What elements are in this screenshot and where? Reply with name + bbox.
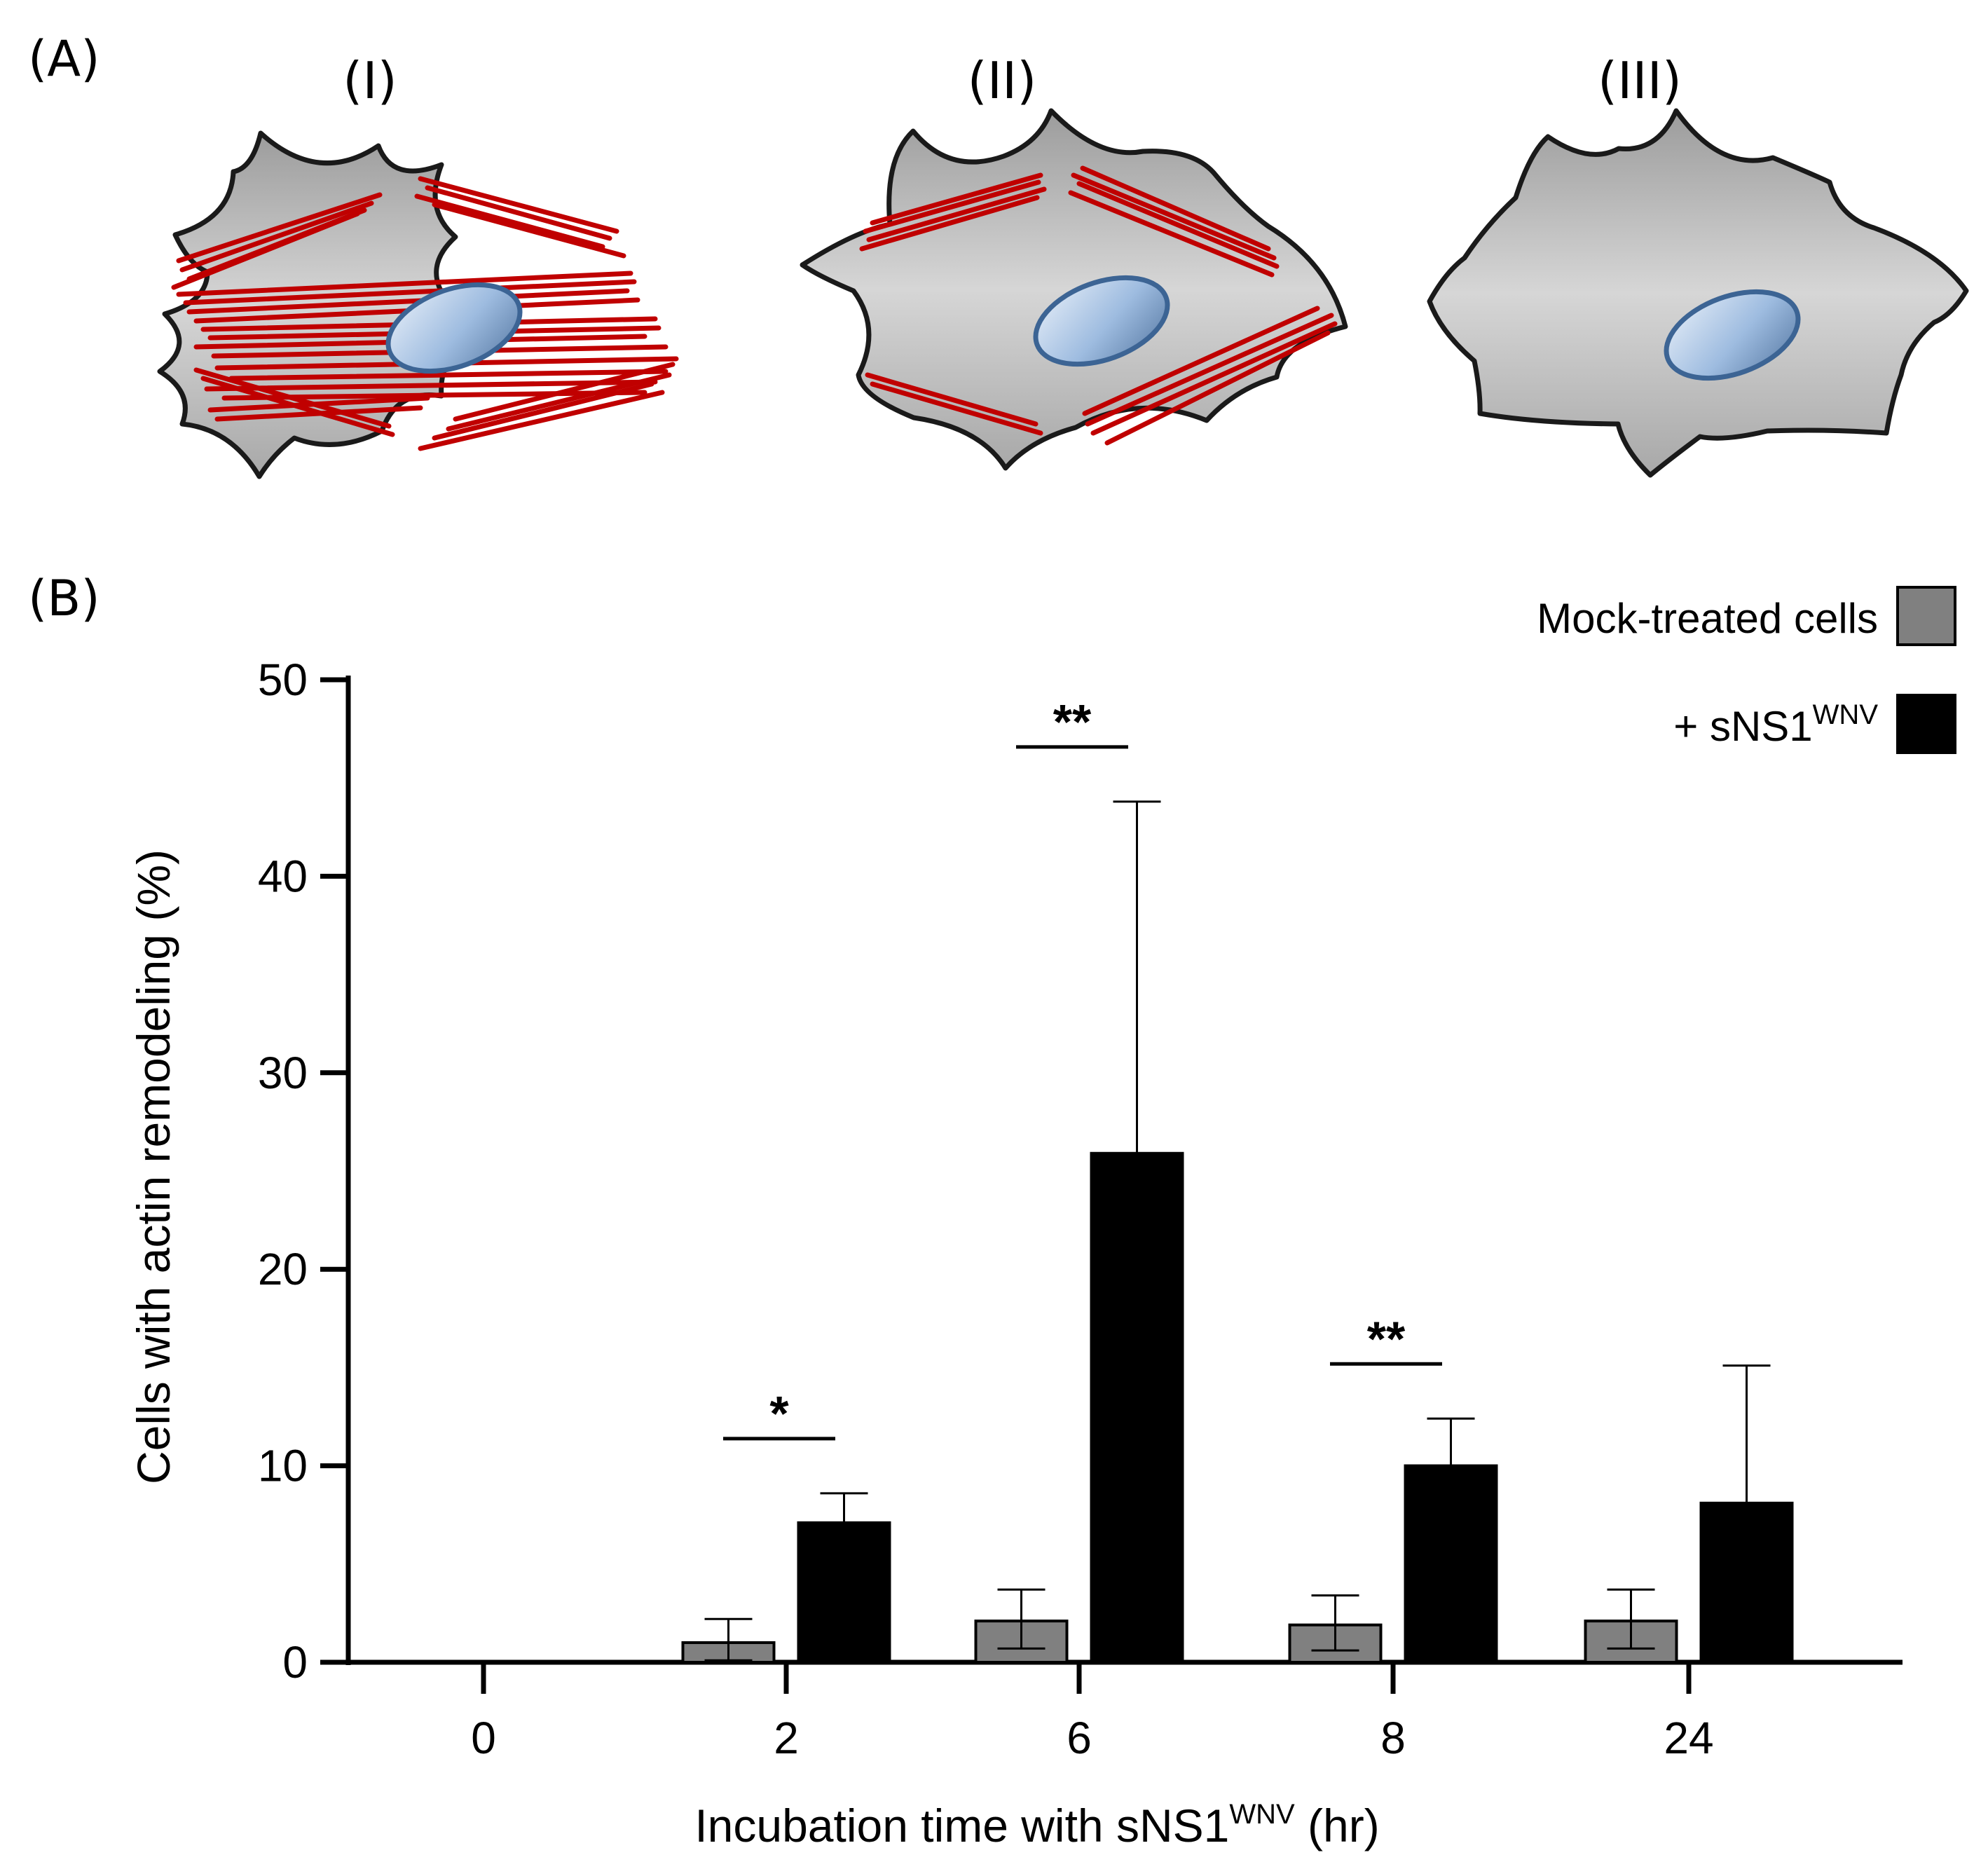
actin-fiber <box>870 172 1043 226</box>
x-axis-title-sup: WNV <box>1229 1799 1295 1830</box>
y-tick-label: 10 <box>258 1441 308 1491</box>
actin-fiber <box>425 185 612 241</box>
actin-fiber <box>859 195 1040 252</box>
y-tick-label: 30 <box>258 1048 308 1098</box>
actin-fiber <box>1080 165 1271 252</box>
actin-fiber <box>446 372 672 432</box>
significance-label: ** <box>1053 694 1092 749</box>
actin-fiber <box>863 179 1041 234</box>
actin-fiber <box>193 367 392 429</box>
panel-a-label: (A) <box>28 30 100 88</box>
actin-fiber <box>1071 172 1277 261</box>
nucleus <box>385 282 523 374</box>
x-axis-title: Incubation time with sNS1WNV (hr) <box>694 1799 1379 1851</box>
cell-2: (II) <box>800 51 1348 471</box>
actin-fiber <box>1090 321 1338 436</box>
cell-label-3: (III) <box>1598 51 1682 110</box>
y-tick-label: 50 <box>258 655 308 705</box>
x-axis-title-suffix: (hr) <box>1295 1800 1380 1851</box>
x-axis-title-main: Incubation time with sNS1 <box>694 1800 1229 1851</box>
actin-fiber <box>186 288 630 315</box>
x-tick-label: 24 <box>1664 1713 1713 1763</box>
legend-treated-sup: WNV <box>1813 699 1879 730</box>
actin-fiber <box>865 372 1038 427</box>
x-tick-label: 0 <box>471 1713 496 1763</box>
cell-1: (I) <box>157 51 679 479</box>
actin-fiber <box>228 369 669 381</box>
y-axis-title: Cells with actin remodeling (%) <box>128 849 179 1484</box>
x-tick-label: 6 <box>1067 1713 1092 1763</box>
cell-membrane <box>1427 108 1969 478</box>
legend-mock-swatch <box>1896 586 1956 646</box>
treated-bar <box>1404 1464 1498 1664</box>
actin-fiber <box>176 271 633 297</box>
actin-fiber <box>418 390 665 451</box>
cell-diagrams: (I) (II) (III) <box>157 51 1969 479</box>
actin-fiber <box>1082 306 1320 416</box>
significance-label: * <box>769 1386 789 1441</box>
actin-fiber <box>200 376 395 437</box>
actin-fiber <box>453 362 676 422</box>
treated-bar <box>797 1521 891 1664</box>
treated-bar <box>1699 1501 1794 1664</box>
y-tick-label: 40 <box>258 851 308 901</box>
actin-fiber <box>1104 330 1331 446</box>
x-tick-label: 2 <box>774 1713 799 1763</box>
actin-fiber <box>179 200 374 273</box>
legend-treated-name: + sNS1 <box>1673 703 1812 750</box>
actin-fiber <box>414 193 605 249</box>
actin-fiber <box>171 211 360 290</box>
actin-fiber <box>183 279 637 306</box>
actin-fiber <box>432 202 626 259</box>
actin-fiber <box>1085 313 1334 427</box>
legend: Mock-treated cells + sNS1WNV <box>1537 586 1956 754</box>
legend-treated-label: + sNS1WNV <box>1673 699 1878 750</box>
actin-fiber <box>204 379 658 392</box>
cell-3: (III) <box>1427 51 1969 478</box>
actin-fiber <box>1076 181 1280 269</box>
legend-mock-label: Mock-treated cells <box>1537 595 1878 642</box>
actin-fiber <box>1068 190 1275 278</box>
nucleus <box>1033 275 1170 367</box>
cell-label-1: (I) <box>343 51 397 110</box>
significance-label: ** <box>1367 1311 1406 1366</box>
y-tick-label: 20 <box>258 1244 308 1294</box>
actin-fiber <box>870 381 1043 436</box>
x-tick-label: 8 <box>1380 1713 1406 1763</box>
actin-fiber <box>176 192 383 263</box>
treated-bar <box>1090 1151 1184 1664</box>
cell-label-2: (II) <box>968 51 1037 110</box>
legend-treated-swatch <box>1896 694 1956 754</box>
actin-fiber <box>866 186 1047 242</box>
actin-fiber <box>418 176 619 234</box>
panel-b-label: (B) <box>28 570 100 627</box>
y-tick-label: 0 <box>282 1637 308 1687</box>
actin-fiber <box>432 381 654 441</box>
nucleus <box>1664 289 1801 381</box>
